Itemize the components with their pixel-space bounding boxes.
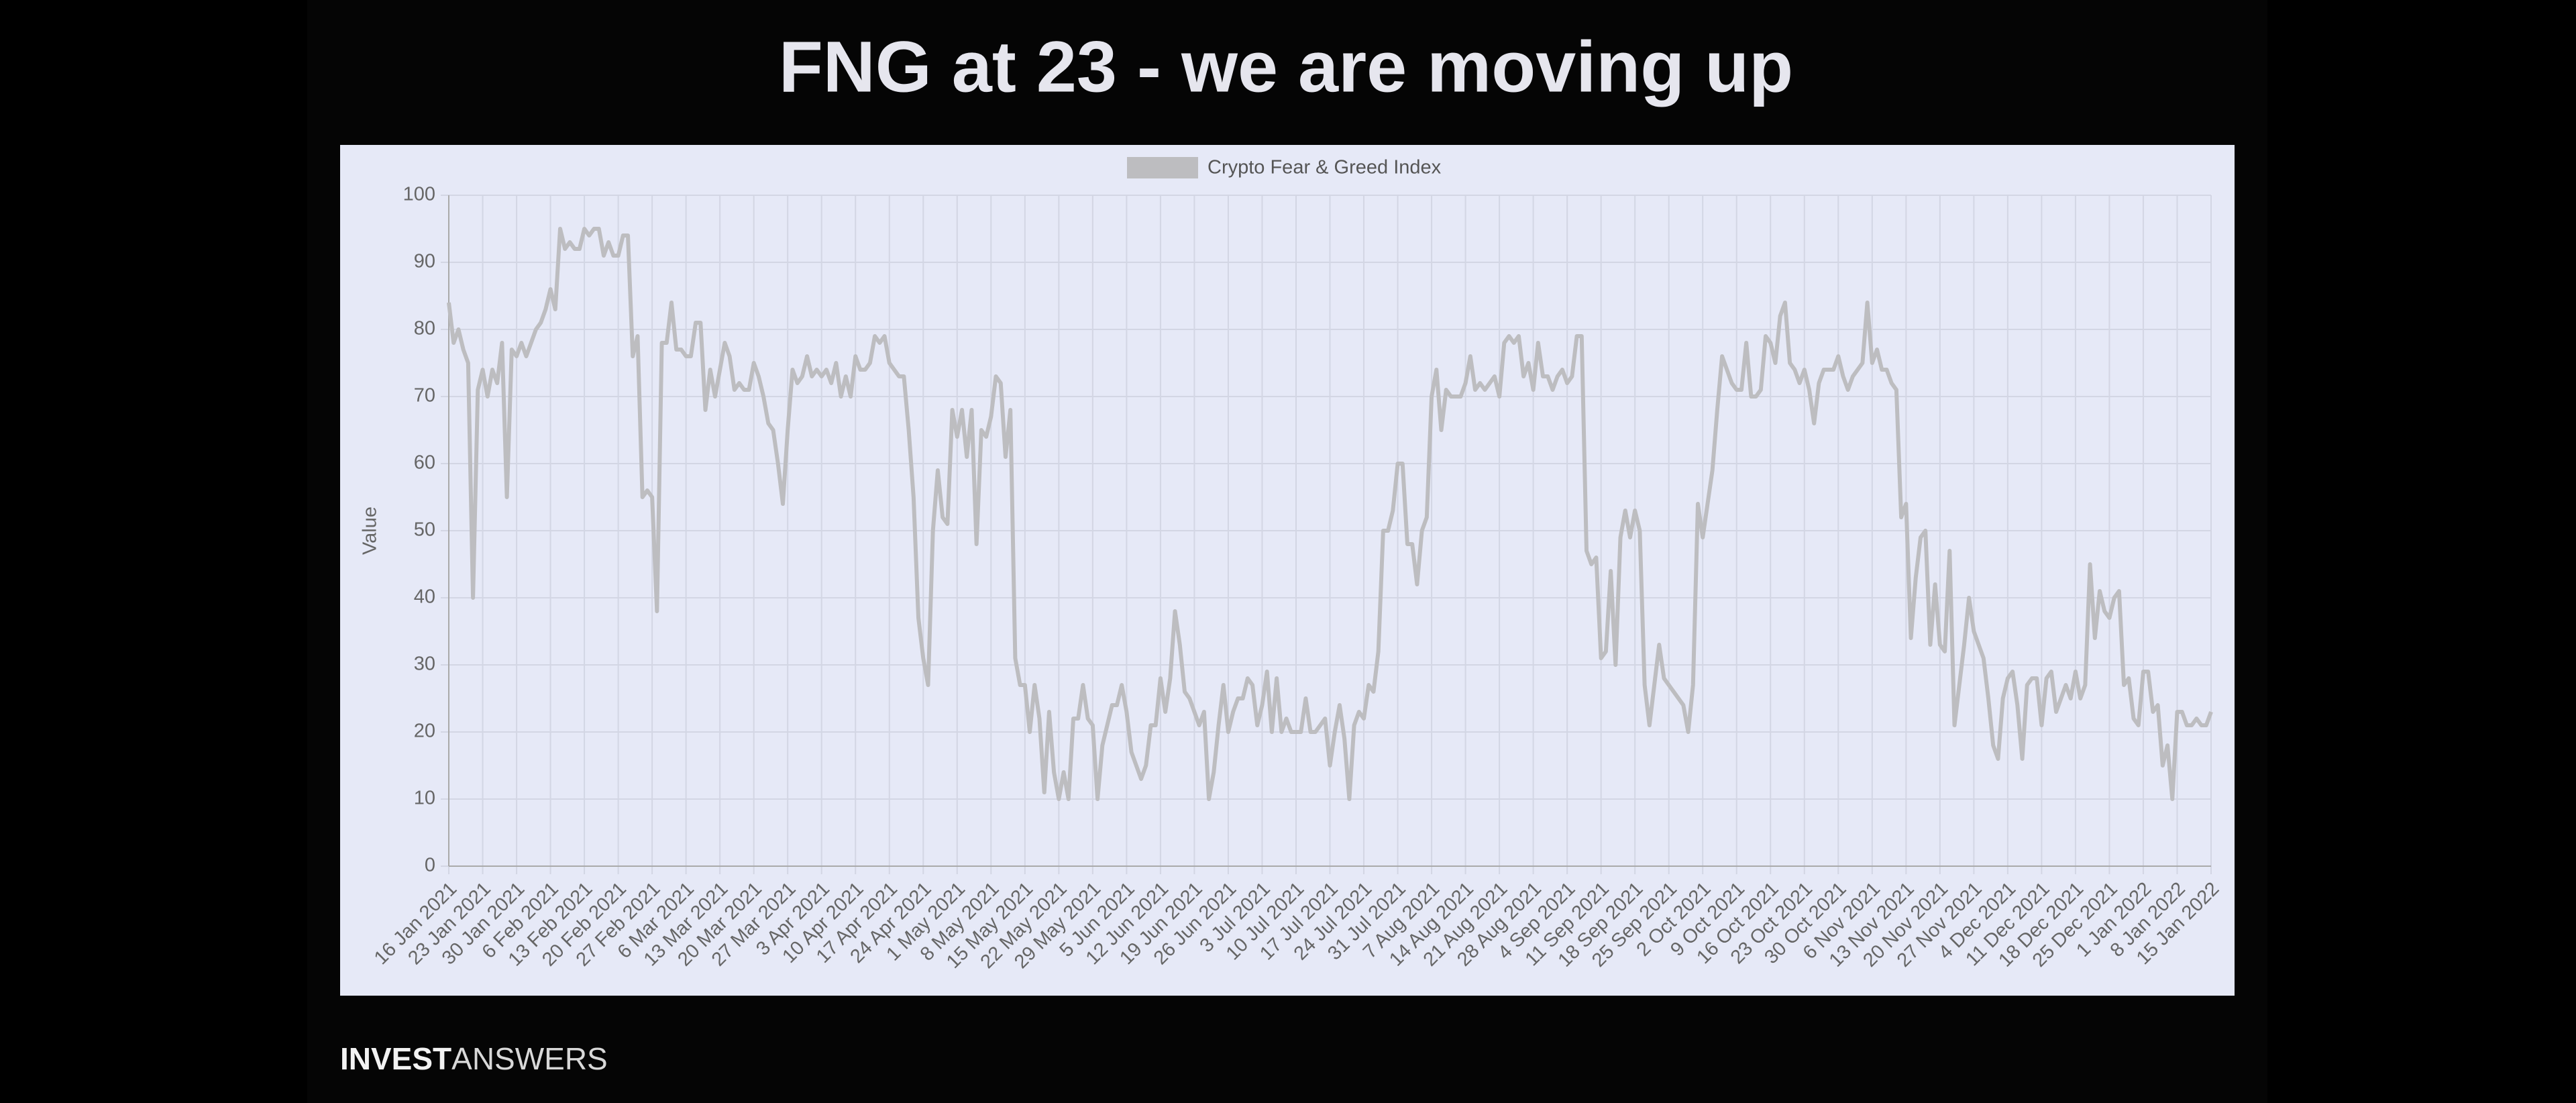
brand-bold: INVEST <box>340 1041 451 1076</box>
y-tick-label: 90 <box>414 251 435 272</box>
y-tick-label: 40 <box>414 586 435 608</box>
y-tick-label: 0 <box>425 855 435 876</box>
chart-title: FNG at 23 - we are moving up <box>779 26 1793 107</box>
series-line <box>447 227 2213 801</box>
legend-swatch <box>1127 157 1198 178</box>
y-tick-label: 50 <box>414 519 435 541</box>
y-tick-label: 70 <box>414 385 435 407</box>
y-tick-label: 80 <box>414 318 435 339</box>
y-tick-label: 60 <box>414 452 435 474</box>
brand-light: ANSWERS <box>451 1041 608 1076</box>
legend-label: Crypto Fear & Greed Index <box>1208 157 1442 178</box>
y-tick-label: 10 <box>414 788 435 809</box>
y-tick-label: 100 <box>403 184 435 205</box>
brand-logo: INVESTANSWERS <box>340 1041 608 1076</box>
y-tick-label: 30 <box>414 653 435 675</box>
y-tick-label: 20 <box>414 721 435 742</box>
y-axis-title: Value <box>360 507 381 555</box>
